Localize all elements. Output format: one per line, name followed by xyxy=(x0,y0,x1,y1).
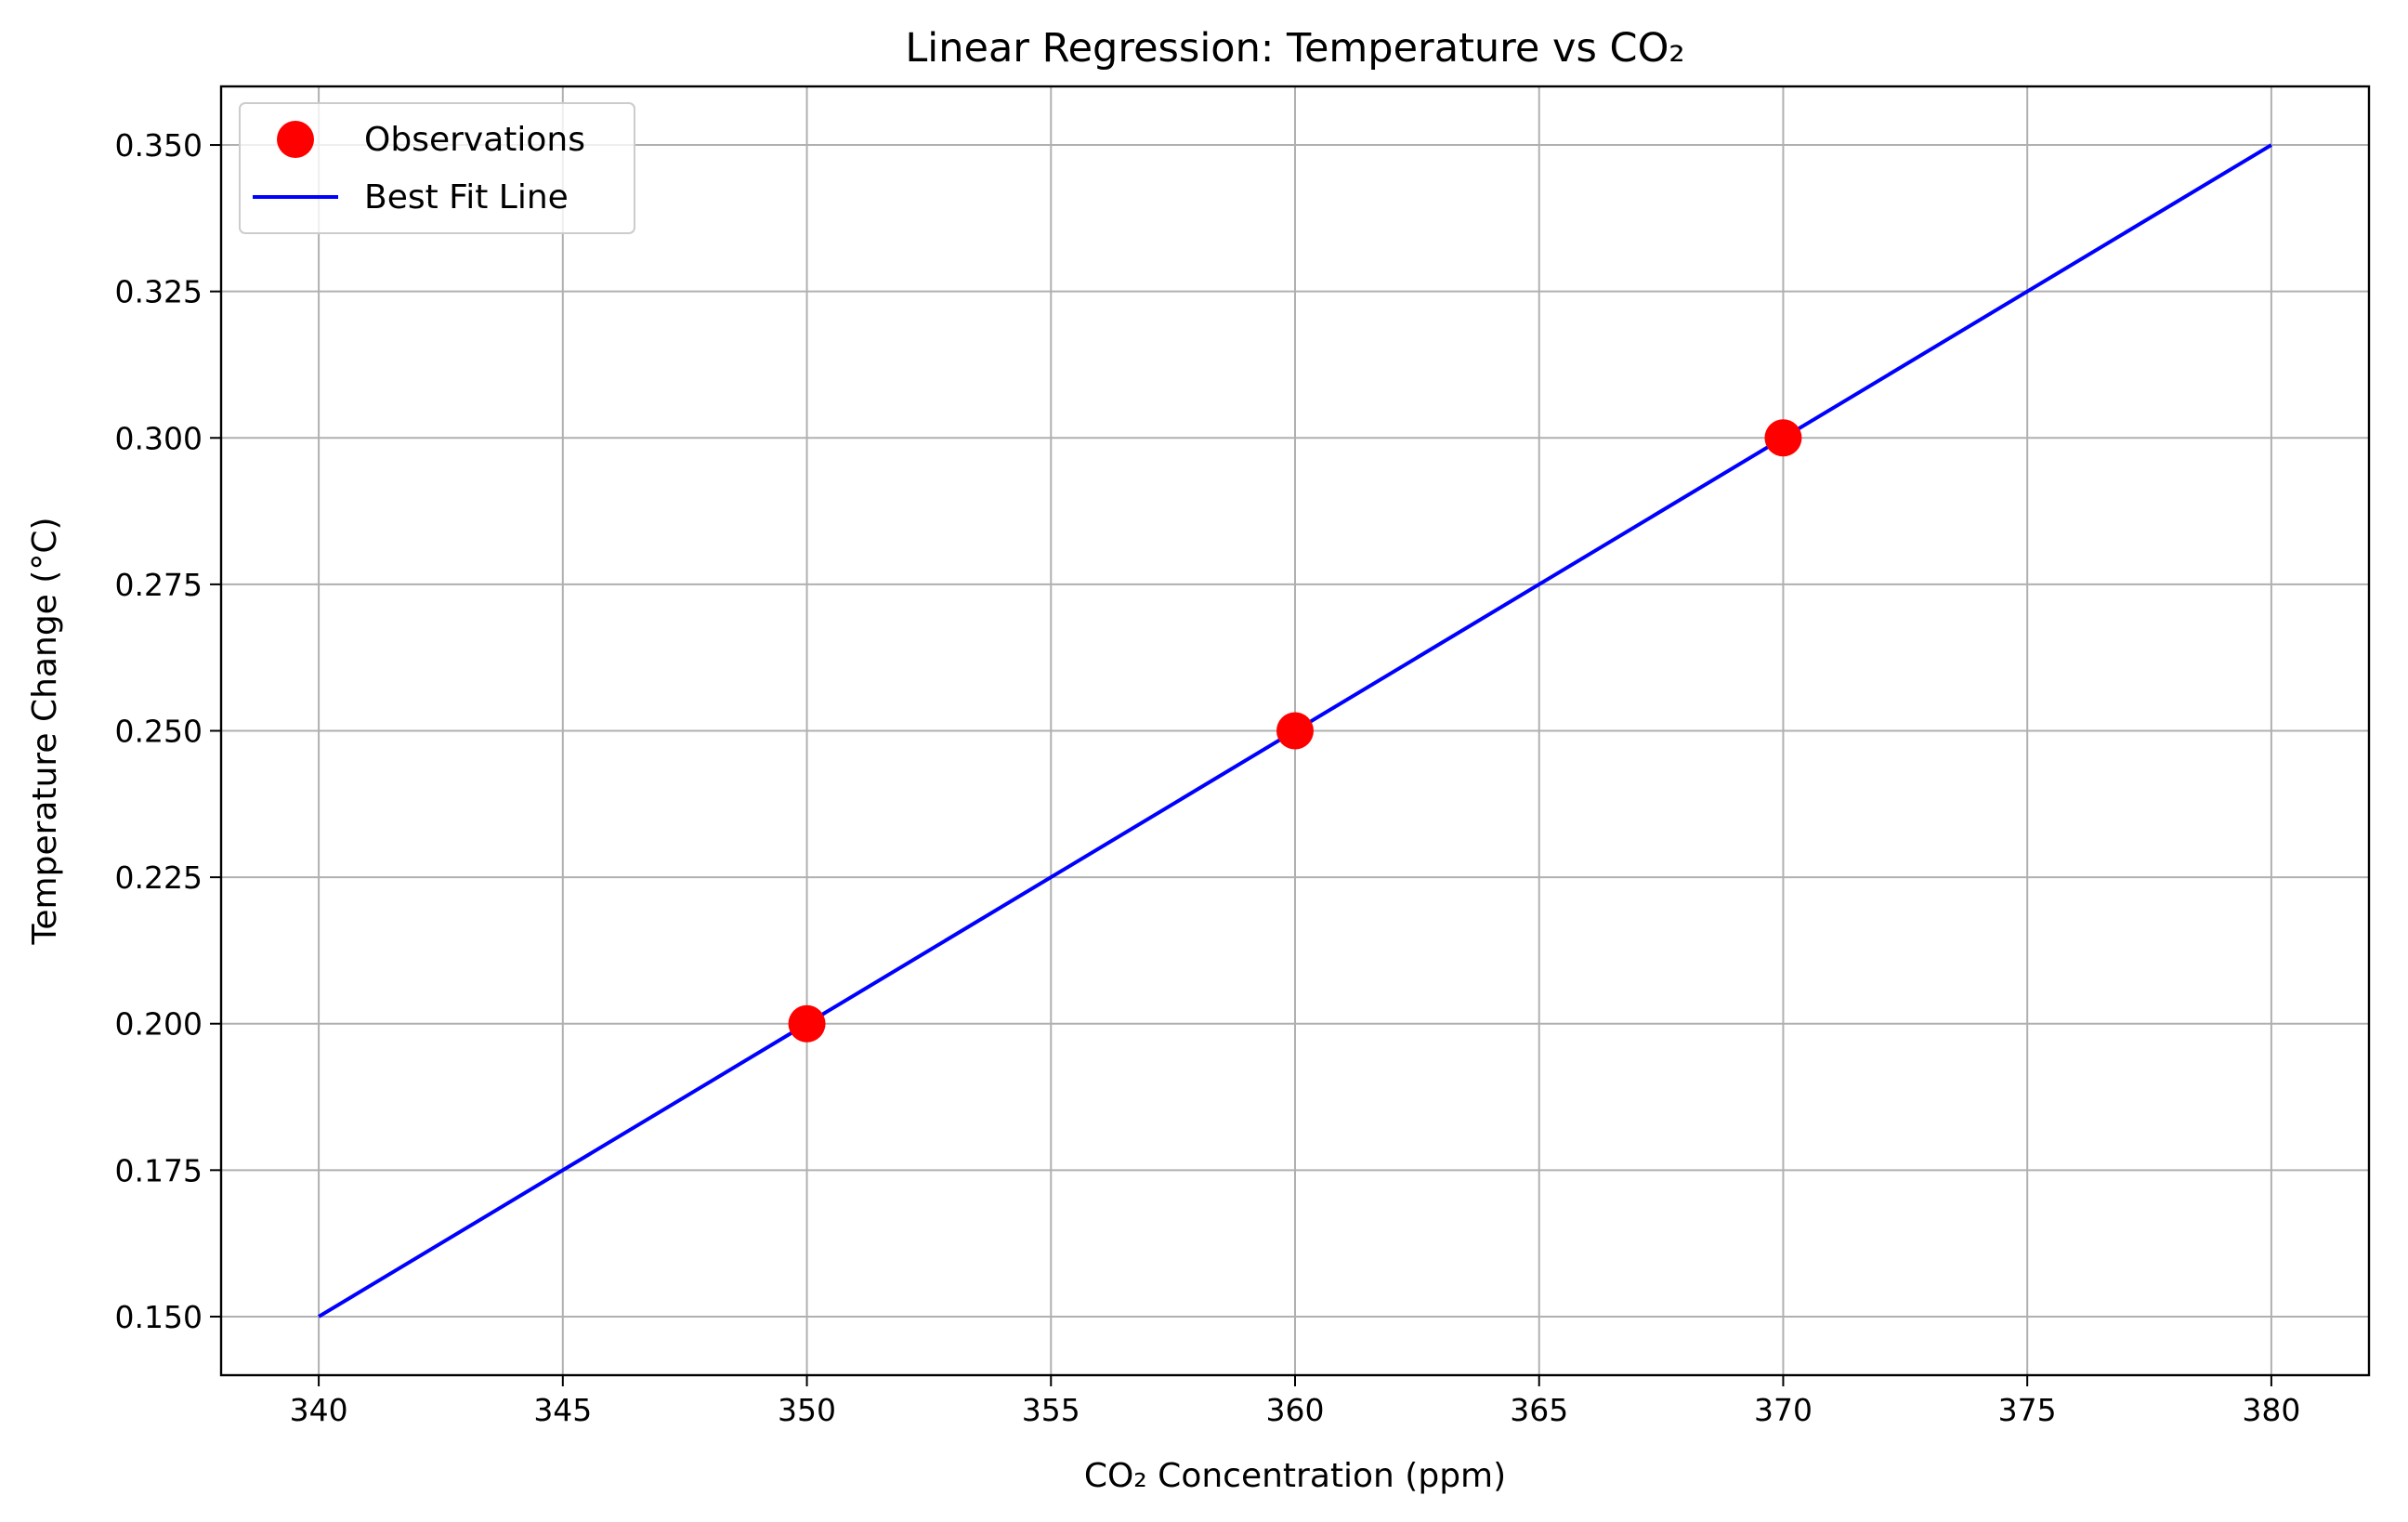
x-tick-label: 365 xyxy=(1510,1392,1568,1428)
observation-points-layer xyxy=(788,419,1802,1043)
x-tick-label: 360 xyxy=(1266,1392,1325,1428)
legend-box xyxy=(239,102,635,234)
x-tick-label: 370 xyxy=(1754,1392,1813,1428)
chart-title: Linear Regression: Temperature vs CO₂ xyxy=(905,25,1684,72)
legend-observations-label: Observations xyxy=(364,121,585,159)
legend-observations-marker xyxy=(277,121,314,158)
y-tick-label: 0.200 xyxy=(115,1006,203,1043)
x-tick-label: 375 xyxy=(1998,1392,2057,1428)
x-tick-label: 350 xyxy=(778,1392,836,1428)
y-tick-label: 0.175 xyxy=(115,1152,203,1188)
x-tick-label: 340 xyxy=(290,1392,348,1428)
observation-point xyxy=(1276,712,1314,750)
y-tick-label: 0.300 xyxy=(115,420,203,456)
observation-point xyxy=(788,1004,826,1043)
y-axis-ticks: 0.150 0.175 0.200 0.225 0.250 0.275 0.300 0.325… xyxy=(115,127,221,1335)
legend: Observations Best Fit Line xyxy=(239,102,635,234)
y-tick-label: 0.250 xyxy=(115,714,203,750)
y-tick-label: 0.350 xyxy=(115,127,203,164)
x-tick-label: 355 xyxy=(1022,1392,1080,1428)
x-tick-label: 380 xyxy=(2242,1392,2300,1428)
y-tick-label: 0.225 xyxy=(115,859,203,896)
y-tick-label: 0.275 xyxy=(115,567,203,603)
y-axis-title: Temperature Change (°C) xyxy=(26,518,64,946)
y-tick-label: 0.325 xyxy=(115,274,203,310)
x-axis-ticks: 340 345 350 355 360 365 370 375 380 xyxy=(290,1375,2300,1428)
legend-best-fit-label: Best Fit Line xyxy=(364,178,569,216)
x-tick-label: 345 xyxy=(533,1392,592,1428)
y-tick-label: 0.150 xyxy=(115,1299,203,1335)
x-axis-title: CO₂ Concentration (ppm) xyxy=(1084,1457,1506,1495)
observation-point xyxy=(1764,419,1802,457)
